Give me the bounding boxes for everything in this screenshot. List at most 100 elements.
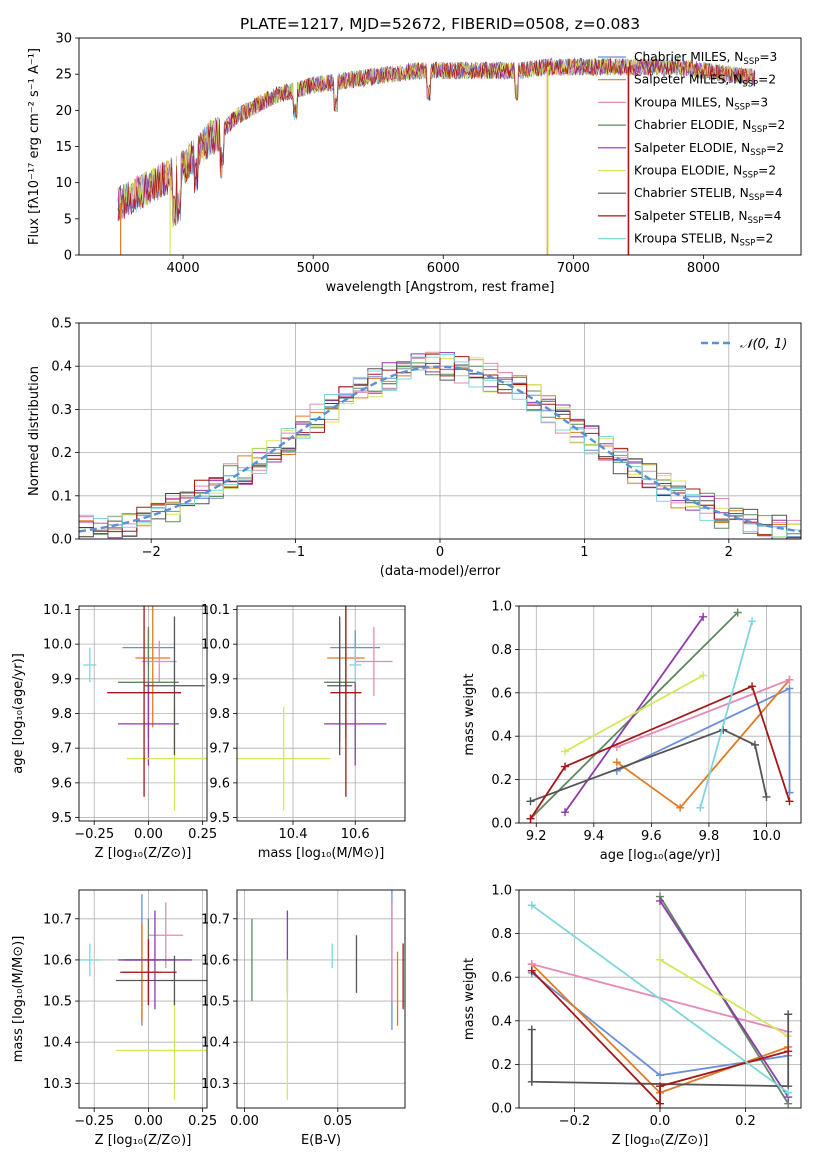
weight-marker [733, 608, 742, 617]
x-axis-label: Z [log₁₀(Z/Z⊙)] [95, 846, 192, 861]
weight-marker [527, 1077, 536, 1086]
x-tick-label: 1 [580, 545, 588, 560]
x-axis-label: wavelength [Angstrom, rest frame] [326, 280, 555, 295]
weight-line [699, 620, 753, 809]
weight-line [531, 970, 789, 1106]
y-tick-label: 10.4 [201, 1036, 230, 1051]
x-tick-label: −0.25 [74, 1114, 114, 1129]
y-tick-label: 0.3 [51, 403, 72, 418]
data-point [115, 955, 207, 1006]
x-tick-label: 0.00 [134, 827, 163, 842]
y-axis-label: mass weight [462, 958, 477, 1040]
weight-marker [561, 762, 570, 771]
x-axis-label: (data-model)/error [380, 564, 501, 579]
axes-frame [518, 605, 802, 824]
x-axis-label: age [log₁₀(age/yr)] [600, 848, 721, 863]
weight-marker [784, 1088, 793, 1097]
y-tick-label: 10 [55, 176, 72, 191]
y-axis-label: Normed distribution [27, 366, 42, 496]
legend-entry: Kroupa MILES, NSSP=3 [634, 95, 768, 112]
weight-line [659, 900, 789, 1098]
panel-mass-vs-ebv: 0.00 0.05 10.3 10.4 10.5 10.6 10.7 E(B-V) [201, 889, 406, 1148]
x-tick-label: 0.2 [735, 1114, 756, 1129]
x-tick-label: 9.8 [699, 829, 720, 844]
weight-vs-age-plot-area [519, 606, 801, 823]
weight-marker [784, 1010, 793, 1019]
x-tick-label: 7000 [557, 261, 590, 276]
y-tick-label: 10.3 [43, 1077, 72, 1092]
y-axis-label: mass [log₁₀(M/M⊙)] [11, 936, 26, 1063]
y-tick-label: 10.0 [43, 638, 72, 653]
data-point [135, 606, 171, 728]
y-tick-label: 10.0 [201, 638, 230, 653]
weight-marker [785, 684, 794, 693]
weight-marker [750, 740, 759, 749]
y-tick-label: 0.0 [491, 1102, 512, 1117]
y-tick-label: 0.0 [491, 817, 512, 832]
y-tick-label: 10.1 [43, 603, 72, 618]
y-tick-label: 0.2 [51, 446, 72, 461]
figure-title: PLATE=1217, MJD=52672, FIBERID=0508, z=0… [240, 15, 640, 33]
legend-entry: Chabrier STELIB, NSSP=4 [634, 186, 783, 203]
x-tick-label: 9.4 [583, 829, 604, 844]
weight-marker [748, 617, 757, 626]
data-point [327, 616, 353, 756]
y-tick-label: 10.7 [201, 912, 230, 927]
y-tick-label: 9.6 [51, 776, 72, 791]
y-tick-label: 0.4 [491, 730, 512, 745]
x-tick-label: −0.25 [74, 827, 114, 842]
y-tick-label: 20 [55, 104, 72, 119]
y-tick-label: 25 [55, 68, 72, 83]
y-tick-label: 9.6 [209, 776, 230, 791]
weight-marker [656, 1099, 664, 1108]
legend-entry: Kroupa STELIB, NSSP=2 [634, 232, 773, 249]
weight-line [529, 685, 791, 820]
data-point [349, 647, 362, 683]
y-tick-label: 1.0 [491, 600, 512, 615]
data-point [115, 1001, 207, 1100]
legend-entry: Chabrier ELODIE, NSSP=2 [634, 118, 785, 135]
x-axis-label: mass [log₁₀(M/M⊙)] [258, 846, 385, 861]
weight-marker [762, 792, 771, 801]
x-tick-label: 5000 [297, 261, 330, 276]
axes-frame [78, 889, 208, 1109]
gaussian-curve [79, 365, 801, 533]
weight-marker [527, 966, 536, 975]
data-point [144, 616, 205, 756]
data-point [148, 902, 184, 969]
y-tick-label: 10.5 [43, 995, 72, 1010]
axes-frame [78, 605, 208, 822]
x-axis-label: E(B-V) [301, 1133, 341, 1148]
weight-marker [785, 797, 794, 806]
y-tick-label: 9.9 [209, 672, 230, 687]
panel-age-vs-z: −0.25 0.00 0.25 9.5 9.6 9.7 9.8 9.9 10.0 10.1 Z [l… [11, 603, 217, 861]
weight-marker [656, 1082, 664, 1091]
weight-line [616, 679, 791, 810]
axes-frame [236, 889, 406, 1109]
mass-vs-z-plot-area [79, 890, 207, 1108]
x-tick-label: 10.4 [279, 827, 308, 842]
y-tick-label: 30 [55, 32, 72, 47]
weight-line [564, 616, 704, 813]
residual-histogram [79, 354, 801, 539]
y-tick-label: 10.5 [201, 995, 230, 1010]
y-tick-label: 0.4 [491, 1014, 512, 1029]
panel-age-vs-mass: 10.4 10.6 9.5 9.6 9.7 9.8 9.9 10.0 10.1 mass [log… [201, 603, 406, 861]
weight-marker [612, 758, 621, 767]
y-tick-label: 0.2 [491, 773, 512, 788]
data-point [330, 606, 362, 797]
panel-weight-vs-age: 9.2 9.4 9.6 9.8 10.0 0.0 0.2 0.4 0.6 0.8 1.0 age [l… [462, 600, 802, 863]
y-tick-label: 0 [64, 249, 72, 264]
y-tick-label: 9.5 [209, 811, 230, 826]
panel-weight-vs-z: −0.2 0.0 0.2 0.0 0.2 0.4 0.6 0.8 1.0 Z [log₁₀(Z/Z… [462, 884, 802, 1148]
mass-vs-ebv-plot-area [237, 890, 405, 1108]
data-point [79, 943, 101, 977]
y-tick-label: 5 [64, 212, 72, 227]
data-point [107, 606, 181, 797]
spectrum-line [117, 58, 756, 229]
legend-entry: 𝒩(0, 1) [740, 337, 787, 352]
weight-marker [561, 808, 570, 817]
weight-marker [526, 797, 535, 806]
x-tick-label: 0.25 [188, 827, 217, 842]
